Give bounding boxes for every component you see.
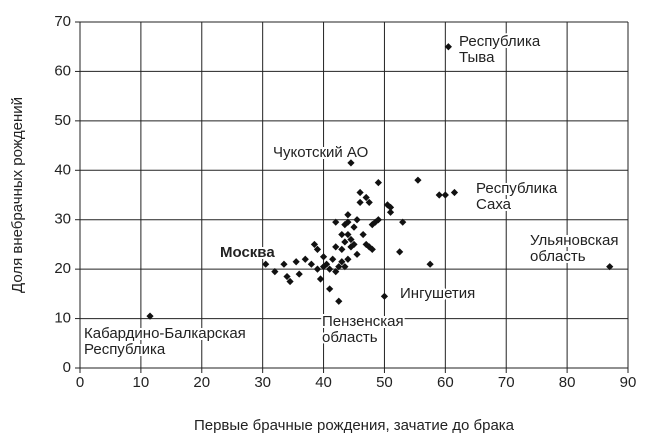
point [371,218,379,226]
point [283,272,291,281]
annotation: Пензенская [322,313,404,330]
point [310,240,319,249]
point [326,265,334,273]
point [380,292,389,300]
point [414,176,422,184]
point [426,260,434,268]
point [319,263,328,271]
point [316,275,325,283]
point [307,260,315,268]
y-tick-label: 20 [54,260,71,277]
x-tick-label: 80 [559,374,576,391]
annotation: Ульяновская [530,232,619,249]
point [353,250,361,258]
point [146,312,154,320]
annotation: Ингушетия [400,285,475,302]
x-tick-label: 70 [498,374,515,391]
point [338,258,346,266]
point [606,263,614,271]
x-axis-label: Первые брачные рождения, зачатие до брак… [194,417,515,434]
point [323,260,331,268]
point [338,245,346,253]
x-tick-label: 90 [620,374,637,391]
annotation: область [530,248,586,265]
point [362,193,370,202]
y-axis-label: Доля внебрачных рождений [9,97,26,293]
point [435,191,443,199]
point [344,218,352,226]
point [319,253,328,261]
y-tick-label: 60 [54,62,71,79]
point [386,208,395,216]
point [295,270,303,278]
point [350,223,358,231]
annotation: Кабардино-Балкарская [84,325,246,342]
y-tick-label: 0 [63,359,71,376]
point [280,260,288,268]
point [332,268,340,276]
annotation: Республика [84,341,166,358]
point [341,263,349,271]
annotation: Москва [220,244,275,261]
y-tick-label: 50 [54,112,71,129]
point [350,240,358,249]
point [362,240,370,249]
x-tick-label: 20 [193,374,210,391]
point [386,203,395,211]
point [341,238,349,246]
point [396,248,404,256]
point [344,211,352,219]
x-tick-label: 60 [437,374,454,391]
point [338,230,346,239]
point [441,191,449,199]
point [341,221,349,229]
point [344,230,352,239]
point [313,265,322,273]
annotation: Чукотский АО [273,144,368,161]
point [332,218,340,226]
x-tick-label: 40 [315,374,332,391]
point [347,235,355,244]
point [365,198,373,207]
point [335,297,343,305]
point [356,188,364,197]
point [332,243,340,251]
point [292,258,300,266]
point [286,277,294,286]
point [450,188,459,197]
point [444,43,452,51]
point [368,245,376,253]
point [335,263,343,271]
point [313,245,322,253]
point [399,218,407,226]
point [271,268,279,276]
y-tick-label: 10 [54,310,71,327]
point [356,198,364,207]
y-tick-label: 70 [54,13,71,30]
annotation: область [322,329,378,346]
point [326,285,334,293]
point [262,260,270,268]
x-tick-label: 30 [254,374,271,391]
y-tick-label: 40 [54,161,71,178]
annotation: Республика [476,180,558,197]
point [374,179,382,187]
point [344,255,352,263]
annotation: Тыва [459,49,495,66]
annotation: Саха [476,196,512,213]
point [374,216,382,224]
y-tick-label: 30 [54,211,71,228]
x-tick-label: 10 [133,374,150,391]
point [329,255,337,263]
x-tick-label: 0 [76,374,84,391]
point [347,159,355,167]
x-tick-label: 50 [376,374,393,391]
point [353,216,361,224]
point [301,255,309,263]
point [359,230,367,239]
annotation: Республика [459,33,541,50]
